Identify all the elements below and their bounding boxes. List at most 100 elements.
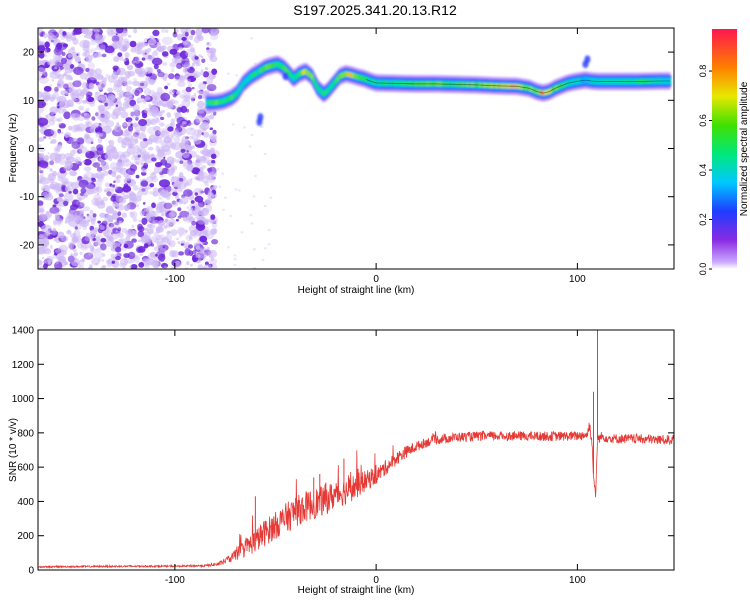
noise-speckle <box>190 29 196 36</box>
noise-speckle <box>205 42 212 47</box>
noise-speckle <box>45 113 56 122</box>
noise-speckle <box>201 58 206 64</box>
noise-speckle <box>192 232 198 238</box>
noise-speckle <box>163 140 167 143</box>
noise-speckle <box>210 28 219 36</box>
noise-speckle <box>159 247 166 255</box>
noise-speckle <box>216 168 220 171</box>
noise-speckle <box>72 28 78 36</box>
noise-speckle <box>85 184 95 192</box>
noise-speckle <box>211 160 216 164</box>
noise-speckle <box>162 103 167 108</box>
noise-speckle <box>49 168 53 172</box>
noise-speckle <box>206 174 216 184</box>
noise-speckle <box>104 153 114 160</box>
noise-speckle <box>44 54 48 58</box>
noise-speckle <box>170 68 175 73</box>
noise-speckle <box>243 126 246 129</box>
noise-speckle <box>65 216 71 223</box>
noise-speckle <box>47 152 50 155</box>
noise-speckle <box>151 57 163 66</box>
noise-speckle <box>74 224 82 231</box>
noise-speckle <box>172 129 179 136</box>
noise-speckle <box>198 170 204 176</box>
snr-frame <box>37 329 675 571</box>
noise-speckle <box>151 175 158 183</box>
noise-speckle <box>135 147 146 156</box>
noise-speckle <box>198 124 204 130</box>
noise-speckle <box>49 70 61 80</box>
noise-speckle <box>179 210 190 218</box>
noise-speckle <box>61 51 66 57</box>
noise-speckle <box>117 89 126 98</box>
noise-speckle <box>140 180 149 187</box>
noise-speckle <box>161 51 169 57</box>
noise-speckle <box>234 188 238 191</box>
noise-speckle <box>134 89 140 97</box>
noise-speckle <box>211 68 218 75</box>
noise-speckle <box>195 205 201 211</box>
noise-speckle <box>115 194 124 203</box>
noise-speckle <box>108 139 115 147</box>
noise-speckle <box>89 74 97 81</box>
noise-speckle <box>129 99 137 107</box>
noise-speckle <box>99 126 102 130</box>
noise-speckle <box>211 239 219 245</box>
noise-speckle <box>160 116 165 121</box>
noise-speckle <box>99 174 103 178</box>
noise-speckle <box>233 257 237 261</box>
noise-speckle <box>79 216 85 221</box>
noise-speckle <box>197 251 208 259</box>
noise-speckle <box>122 151 131 158</box>
noise-speckle <box>82 100 87 104</box>
noise-speckle <box>123 243 129 249</box>
noise-speckle <box>69 170 77 177</box>
noise-speckle <box>147 252 157 261</box>
noise-speckle <box>113 79 123 88</box>
noise-speckle <box>97 158 101 161</box>
noise-speckle <box>253 174 257 178</box>
noise-speckle <box>142 155 146 159</box>
noise-speckle <box>103 92 108 96</box>
noise-speckle <box>141 168 147 174</box>
noise-speckle <box>182 41 187 46</box>
noise-speckle <box>102 170 109 176</box>
noise-speckle <box>134 48 142 55</box>
noise-speckle <box>156 152 166 161</box>
noise-speckle <box>166 82 171 86</box>
noise-speckle <box>200 55 204 58</box>
figure-title: S197.2025.341.20.13.R12 <box>293 2 457 18</box>
y-tick-label: 1400 <box>12 326 35 337</box>
noise-speckle <box>154 246 160 252</box>
noise-speckle <box>78 161 83 166</box>
noise-speckle <box>72 188 79 195</box>
noise-speckle <box>226 246 230 249</box>
noise-speckle <box>38 100 46 109</box>
noise-speckle <box>58 107 61 111</box>
noise-speckle <box>65 172 68 175</box>
noise-speckle <box>137 246 146 253</box>
noise-speckle <box>124 83 129 87</box>
noise-speckle <box>81 28 89 35</box>
noise-speckle <box>44 95 50 101</box>
noise-speckle <box>95 155 99 159</box>
noise-speckle <box>141 112 148 119</box>
noise-speckle <box>171 250 179 258</box>
noise-speckle <box>89 30 94 34</box>
noise-speckle <box>143 138 148 142</box>
noise-speckle <box>66 99 74 107</box>
noise-speckle <box>161 223 164 227</box>
noise-speckle <box>210 257 214 262</box>
noise-speckle <box>123 158 130 163</box>
noise-speckle <box>57 176 64 182</box>
noise-speckle <box>70 92 76 97</box>
noise-speckle <box>176 62 183 69</box>
noise-speckle <box>160 159 168 166</box>
noise-speckle <box>113 68 117 71</box>
noise-speckle <box>186 206 189 209</box>
noise-speckle <box>77 241 84 249</box>
noise-speckle <box>171 142 183 151</box>
noise-speckle <box>83 252 94 260</box>
y-tick-label: -20 <box>20 240 35 251</box>
noise-speckle <box>95 112 99 117</box>
